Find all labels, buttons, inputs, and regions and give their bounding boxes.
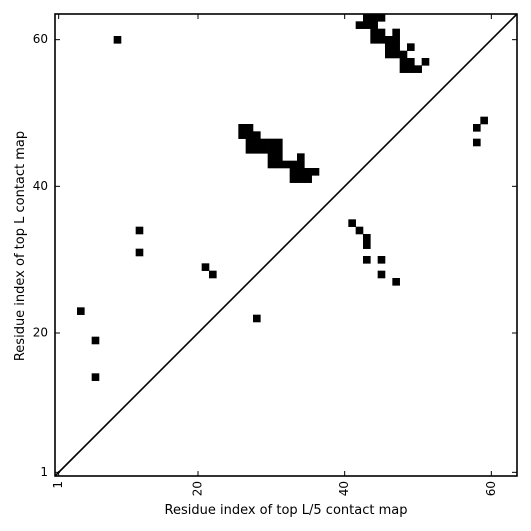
contact-cell-lower [135, 226, 144, 235]
contact-cell-upper [275, 160, 283, 169]
contact-cell-lower [473, 124, 481, 132]
contact-cell-upper [113, 36, 122, 44]
y-tick-label: 20 [33, 326, 48, 340]
contact-cell-lower [377, 256, 386, 264]
contact-cell-upper [377, 28, 386, 37]
contact-cell-upper [392, 28, 400, 37]
contact-cell-upper [377, 14, 386, 22]
contact-cell-upper [370, 36, 378, 44]
contact-cell-upper [245, 124, 254, 132]
contact-cell-upper [289, 175, 298, 183]
x-tick-label: 1 [51, 481, 65, 489]
contact-cell-upper [275, 146, 283, 154]
contact-cell-upper [289, 160, 298, 169]
contact-cell-lower [363, 241, 371, 249]
contact-cell-upper [275, 138, 283, 147]
contact-cell-upper [392, 50, 400, 59]
contact-cell-upper [414, 65, 422, 73]
contact-cell-upper [421, 58, 430, 66]
contact-cell-upper [399, 58, 408, 66]
contact-cell-upper [385, 50, 393, 59]
contact-cell-upper [267, 138, 276, 147]
contact-cell-lower [201, 263, 210, 271]
contact-cell-lower [91, 336, 100, 345]
contact-cell-lower [77, 307, 85, 315]
contact-cell-upper [304, 168, 312, 176]
contact-cell-upper [297, 175, 305, 183]
y-axis-label: Residue index of top L contact map [13, 131, 28, 361]
contact-cell-upper [385, 36, 393, 44]
contact-cell-lower [135, 248, 144, 257]
contact-cell-upper [297, 168, 305, 176]
x-tick-label: 20 [191, 481, 205, 496]
y-axis-ticks: 1 20 40 60 [33, 32, 517, 479]
contact-cell-lower [392, 278, 400, 286]
contact-cell-upper [238, 131, 246, 139]
y-tick-label: 40 [33, 179, 48, 193]
contact-cell-upper [385, 43, 393, 51]
contact-cell-lower [377, 270, 386, 279]
contact-cell-upper [238, 124, 246, 132]
contact-cell-upper [377, 36, 386, 44]
contact-cell-upper [399, 50, 408, 59]
x-tick-label: 60 [484, 481, 498, 496]
y-tick-label: 60 [33, 32, 48, 46]
x-axis-label: Residue index of top L/5 contact map [165, 503, 408, 518]
contact-cell-upper [253, 131, 261, 139]
contact-cell-upper [407, 43, 415, 51]
contact-cell-upper [260, 138, 268, 147]
contact-cell-upper [297, 153, 305, 161]
contact-cell-upper [267, 153, 276, 161]
contact-cell-upper [363, 21, 371, 29]
contact-cell-upper [289, 168, 298, 176]
diagonal-line [54, 13, 518, 477]
contact-cell-upper [260, 146, 268, 154]
contact-cell-lower [473, 138, 481, 147]
contact-cells [77, 14, 488, 381]
contact-cell-upper [370, 21, 378, 29]
contact-cell-lower [209, 270, 217, 279]
contact-cell-lower [348, 219, 356, 227]
contact-cell-lower [480, 116, 488, 125]
contact-cell-upper [304, 175, 312, 183]
contact-cell-lower [363, 234, 371, 242]
contact-cell-upper [311, 168, 320, 176]
contact-cell-upper [392, 36, 400, 44]
contact-cell-upper [245, 131, 254, 139]
contact-cell-upper [297, 160, 305, 169]
contact-cell-lower [355, 226, 364, 235]
plot-frame [54, 13, 518, 477]
contact-cell-upper [392, 43, 400, 51]
contact-cell-upper [275, 153, 283, 161]
contact-cell-lower [363, 256, 371, 264]
contact-cell-upper [245, 138, 254, 147]
x-tick-label: 40 [337, 481, 351, 496]
contact-cell-upper [245, 146, 254, 154]
contact-cell-upper [407, 58, 415, 66]
contact-cell-upper [267, 160, 276, 169]
contact-cell-upper [267, 146, 276, 154]
contact-cell-upper [363, 14, 371, 22]
contact-cell-upper [355, 21, 364, 29]
contact-cell-upper [407, 65, 415, 73]
contact-cell-upper [370, 14, 378, 22]
contact-cell-upper [399, 65, 408, 73]
contact-cell-upper [253, 138, 261, 147]
contact-cell-lower [253, 314, 261, 323]
y-tick-label: 1 [40, 465, 48, 479]
contact-cell-upper [282, 160, 290, 169]
contact-cell-upper [253, 146, 261, 154]
x-axis-ticks: 1 20 40 60 [51, 14, 498, 496]
contact-cell-upper [370, 28, 378, 37]
contact-cell-lower [91, 373, 100, 381]
